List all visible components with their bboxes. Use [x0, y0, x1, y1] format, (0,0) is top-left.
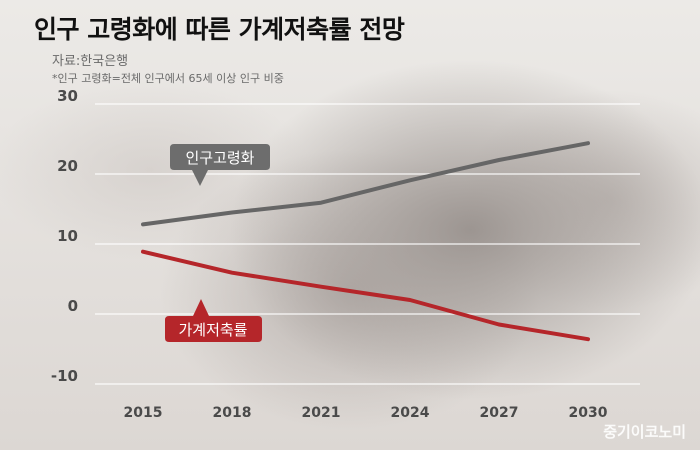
series-label-savings: 가계저축률	[178, 321, 247, 339]
series-line-aging	[141, 141, 590, 227]
y-tick-label: 0	[68, 297, 78, 315]
series-label-aging-callout	[170, 144, 270, 186]
y-tick-label: 10	[57, 227, 78, 245]
x-tick-label: 2021	[302, 405, 341, 421]
footnote: *인구 고령화=전체 인구에서 65세 이상 인구 비중	[52, 72, 284, 85]
y-tick-label: 30	[57, 87, 78, 105]
series-line-savings	[141, 249, 590, 342]
chart-title: 인구 고령화에 따른 가계저축률 전망	[34, 15, 405, 44]
source-note: 자료:한국은행	[52, 54, 129, 69]
y-tick-label: 20	[57, 157, 78, 175]
y-tick-label: -10	[51, 367, 78, 385]
x-tick-label: 2018	[213, 405, 252, 421]
x-tick-label: 2030	[569, 405, 608, 421]
x-tick-label: 2024	[391, 405, 430, 421]
series-label-aging: 인구고령화	[185, 149, 254, 167]
x-tick-label: 2015	[124, 405, 163, 421]
watermark: 중기이코노미	[603, 423, 686, 441]
x-tick-label: 2027	[480, 405, 519, 421]
series-label-savings-callout	[165, 299, 262, 342]
